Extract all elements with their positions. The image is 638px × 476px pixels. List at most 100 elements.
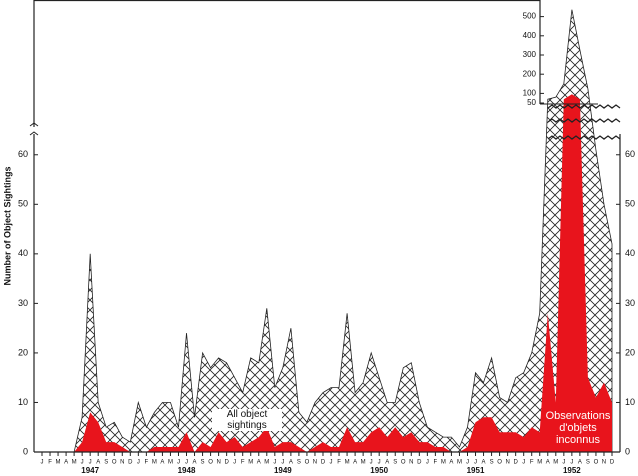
x-tick-label: J — [233, 460, 236, 466]
x-tick-label: A — [289, 460, 293, 466]
x-tick-label: M — [152, 460, 157, 466]
x-tick-label: D — [513, 460, 518, 466]
x-tick-label: O — [401, 460, 406, 466]
x-tick-label: F — [530, 460, 534, 466]
x-tick-label: O — [594, 460, 599, 466]
area — [42, 94, 612, 452]
x-tick-label: S — [490, 460, 494, 466]
axis-break — [29, 122, 39, 136]
x-tick-label: J — [89, 460, 92, 466]
series-label: All object sightings — [212, 409, 282, 431]
y-axis-label: Number of Object Sightings — [2, 166, 12, 285]
y-tick-label: 0 — [23, 446, 28, 456]
x-tick-label: J — [370, 460, 373, 466]
x-tick-label: A — [578, 460, 582, 466]
x-tick-label: J — [137, 460, 140, 466]
x-tick-label: A — [546, 460, 550, 466]
y-tick-label: 60 — [18, 149, 28, 159]
x-tick-label: J — [177, 460, 180, 466]
x-tick-label: N — [216, 460, 220, 466]
year-label: 1952 — [563, 466, 581, 475]
x-tick-label: M — [361, 460, 366, 466]
y-tick-label: 10 — [625, 397, 635, 407]
y-tick-label: 60 — [625, 149, 635, 159]
x-tick-label: A — [96, 460, 100, 466]
x-tick-label: J — [474, 460, 477, 466]
x-tick-label: F — [337, 460, 341, 466]
year-label: 1949 — [274, 466, 292, 475]
y2-tick-label: 50 — [527, 98, 536, 107]
x-tick-label: M — [345, 460, 350, 466]
x-tick-label: O — [112, 460, 117, 466]
x-tick-label: F — [434, 460, 438, 466]
y-tick-label: 40 — [18, 248, 28, 258]
x-tick-label: M — [264, 460, 269, 466]
y-tick-label: 50 — [625, 199, 635, 209]
y-tick-label: 30 — [18, 298, 28, 308]
y2-tick-label: 200 — [523, 69, 537, 78]
x-tick-label: J — [273, 460, 276, 466]
x-tick-label: A — [385, 460, 389, 466]
y-tick-label: 30 — [625, 298, 635, 308]
break-mark — [547, 104, 621, 140]
x-tick-label: O — [497, 460, 502, 466]
x-tick-label: F — [48, 460, 52, 466]
y2-tick-label: 400 — [523, 31, 537, 40]
x-tick-label: O — [305, 460, 310, 466]
x-tick-label: J — [330, 460, 333, 466]
x-tick-label: J — [570, 460, 573, 466]
x-tick-label: J — [426, 460, 429, 466]
x-tick-label: A — [160, 460, 164, 466]
x-tick-label: N — [313, 460, 317, 466]
x-tick-label: M — [168, 460, 173, 466]
x-tick-label: J — [466, 460, 469, 466]
x-tick-label: D — [610, 460, 615, 466]
x-tick-label: J — [378, 460, 381, 466]
x-tick-label: A — [449, 460, 453, 466]
x-tick-label: J — [281, 460, 284, 466]
x-tick-label: M — [553, 460, 558, 466]
x-tick-label: N — [409, 460, 413, 466]
x-tick-label: A — [353, 460, 357, 466]
x-tick-label: O — [208, 460, 213, 466]
y-tick-label: 0 — [625, 446, 630, 456]
y2-tick-label: 100 — [523, 89, 537, 98]
x-tick-label: A — [257, 460, 261, 466]
x-tick-label: F — [145, 460, 149, 466]
y-tick-label: 10 — [18, 397, 28, 407]
y-tick-label: 40 — [625, 248, 635, 258]
x-tick-label: N — [120, 460, 124, 466]
x-tick-label: D — [417, 460, 422, 466]
x-tick-label: A — [482, 460, 486, 466]
x-tick-label: S — [393, 460, 397, 466]
x-tick-label: S — [104, 460, 108, 466]
x-tick-label: J — [81, 460, 84, 466]
x-tick-label: M — [72, 460, 77, 466]
x-tick-label: A — [64, 460, 68, 466]
year-label: 1951 — [467, 466, 485, 475]
x-tick-label: M — [537, 460, 542, 466]
x-tick-label: S — [586, 460, 590, 466]
x-tick-label: N — [505, 460, 509, 466]
x-tick-label: D — [128, 460, 133, 466]
x-tick-label: S — [297, 460, 301, 466]
y2-tick-label: 300 — [523, 50, 537, 59]
y-tick-label: 50 — [18, 199, 28, 209]
x-tick-label: M — [457, 460, 462, 466]
x-tick-label: D — [224, 460, 229, 466]
x-tick-label: S — [201, 460, 205, 466]
y-tick-label: 20 — [625, 347, 635, 357]
x-tick-label: F — [241, 460, 245, 466]
x-tick-label: A — [193, 460, 197, 466]
series-label: Observations d'objets inconnus — [545, 410, 611, 446]
y-tick-label: 20 — [18, 347, 28, 357]
x-tick-label: J — [41, 460, 44, 466]
year-label: 1947 — [81, 466, 99, 475]
y2-tick-label: 500 — [523, 12, 537, 21]
x-tick-label: M — [248, 460, 253, 466]
x-tick-label: N — [602, 460, 606, 466]
x-tick-label: M — [56, 460, 61, 466]
x-tick-label: M — [441, 460, 446, 466]
